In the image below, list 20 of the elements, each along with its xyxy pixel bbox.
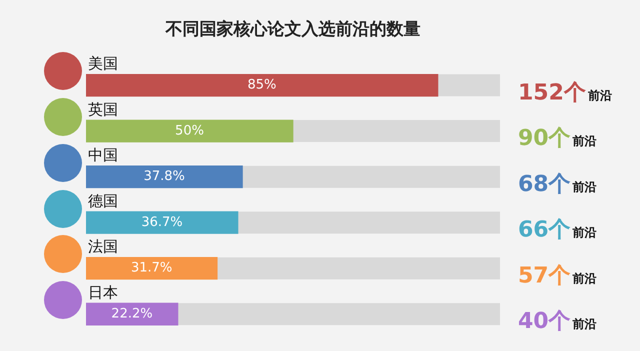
- y-tick-label: 法国: [88, 238, 118, 256]
- data-label: 85%: [247, 78, 276, 93]
- data-label: 22.2%: [111, 306, 153, 322]
- text: 90个前沿: [518, 126, 597, 152]
- y-tick-label: 日本: [88, 284, 118, 302]
- text: 66个前沿: [518, 218, 597, 243]
- bar: [86, 302, 178, 326]
- y-tick-label: 美国: [88, 54, 118, 73]
- y-tick-label: 英国: [88, 100, 118, 118]
- text: 40个前沿: [518, 309, 597, 334]
- data-label: 31.7%: [130, 260, 172, 276]
- y-tick-label: 德国: [88, 192, 118, 210]
- y-tick-label: 中国: [88, 146, 118, 164]
- text: 68个前沿: [518, 172, 597, 197]
- data-label: 37.8%: [144, 169, 185, 184]
- text: 152个前沿: [518, 80, 612, 106]
- chart-title: 不同国家核心论文入选前沿的数量: [164, 20, 420, 40]
- data-label: 50%: [175, 123, 204, 138]
- text: 57个前沿: [518, 263, 597, 288]
- data-label: 36.7%: [141, 214, 183, 230]
